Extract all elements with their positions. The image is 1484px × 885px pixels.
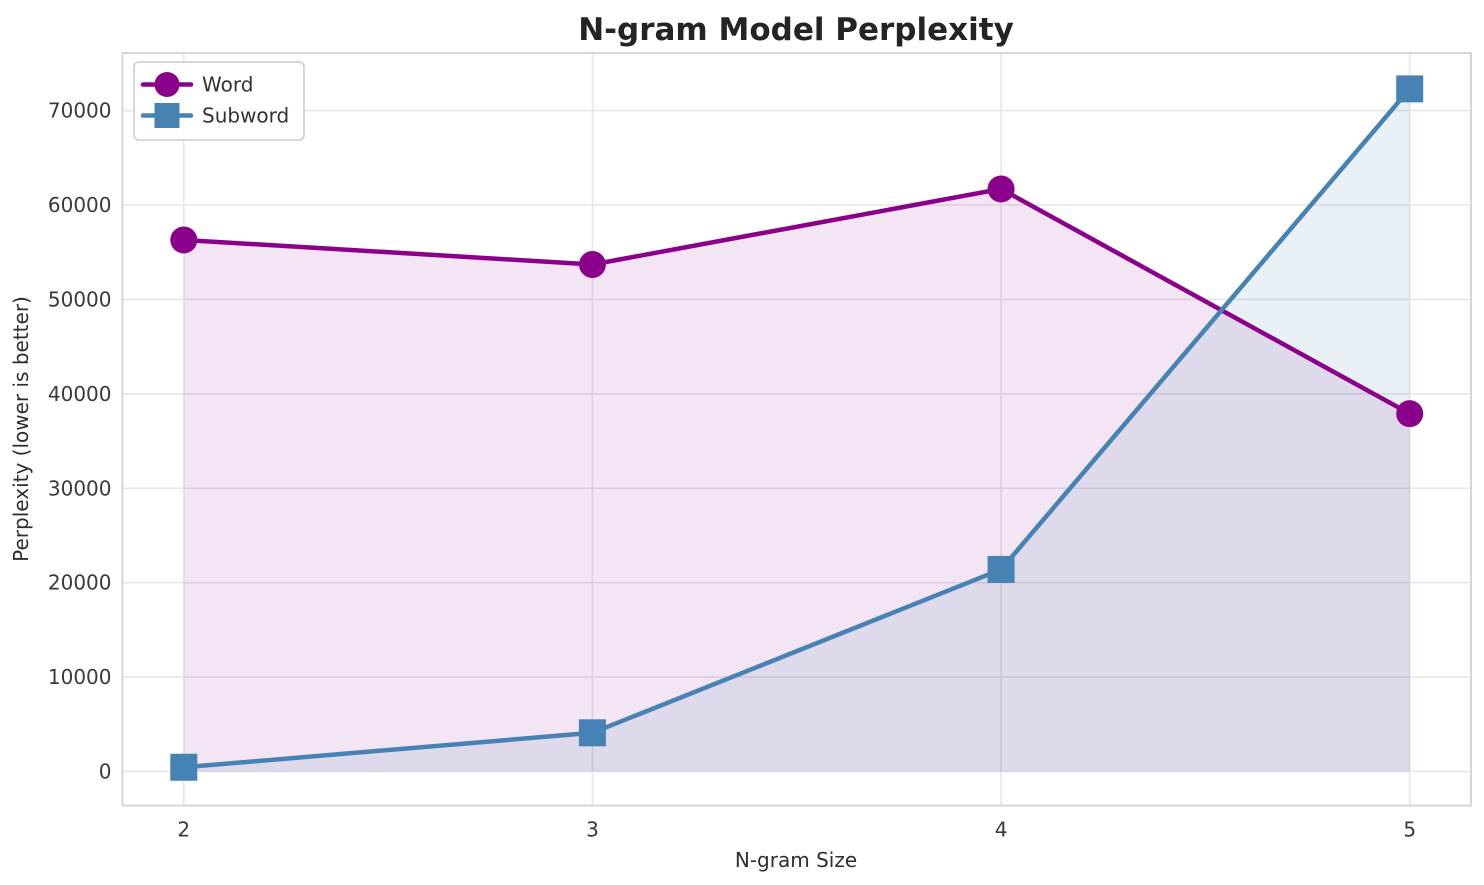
plot-border [121,52,1472,807]
y-tick-label: 20000 [48,571,112,595]
x-tick-label: 3 [586,818,599,842]
word-line [181,186,1412,416]
legend-square-marker-icon [154,103,180,128]
word-area-fill [183,188,1410,772]
word-marker [170,226,198,254]
subword-marker [987,555,1015,583]
y-tick-label: 30000 [48,476,112,500]
word-marker [1396,400,1424,428]
x-tick-label: 4 [995,818,1008,842]
word-marker [578,250,606,278]
y-tick-label: 70000 [48,99,112,123]
legend-label: Word [202,73,253,97]
y-tick-label: 40000 [48,382,112,406]
tick-layer: 2 3 4 5 0 10000 20000 30000 40000 50000 60000 70000 [48,99,1416,842]
plot-area [122,53,1471,806]
chart-title: N-gram Model Perplexity [578,12,1014,48]
y-tick-label: 10000 [48,665,112,689]
y-tick-label: 0 [99,760,112,784]
legend-label: Subword [202,104,289,128]
area-layer [183,88,1410,772]
legend: Word Subword [133,61,305,141]
x-tick-label: 5 [1403,818,1416,842]
legend-circle-marker-icon [154,72,180,97]
x-axis-label: N-gram Size [735,848,857,872]
x-tick-label: 2 [177,818,190,842]
series-layer [170,75,1424,781]
subword-marker [578,719,606,747]
subword-line [181,86,1412,770]
y-axis-label: Perplexity (lower is better) [9,296,33,562]
y-tick-label: 60000 [48,193,112,217]
word-marker [987,175,1015,203]
y-tick-label: 50000 [48,287,112,311]
subword-area-fill [183,88,1410,772]
subword-marker [170,753,198,781]
subword-marker [1396,75,1424,103]
